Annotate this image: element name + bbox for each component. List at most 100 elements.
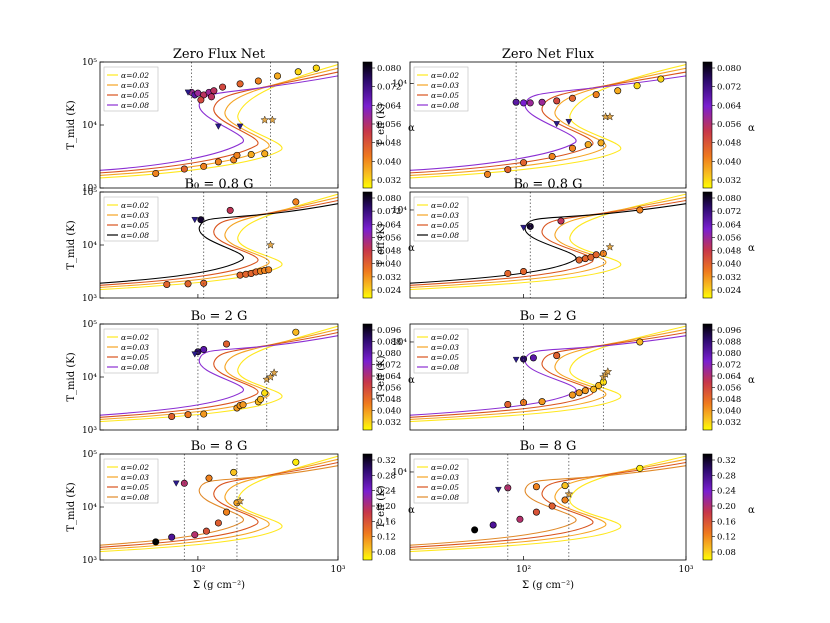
axes-frame	[409, 453, 687, 561]
data-point	[575, 256, 583, 264]
y-axis-label: T_mid (K)	[66, 100, 77, 149]
colorbar-label: α	[408, 123, 415, 134]
curve-alpha-2	[410, 331, 686, 418]
data-point	[292, 328, 300, 336]
colorbar-tick-label: 0.080	[717, 194, 741, 204]
legend-label: α=0.08	[431, 493, 459, 502]
legend-label: α=0.05	[121, 483, 149, 492]
curves	[100, 193, 338, 291]
colorbar-tick-label: 0.024	[717, 286, 741, 296]
colorbar-tick-label: 0.040	[377, 157, 401, 167]
colorbar	[702, 453, 713, 561]
colorbar-tick-label: 0.20	[717, 502, 736, 512]
data-point	[197, 96, 205, 104]
data-point	[597, 139, 605, 147]
data-point	[247, 151, 255, 159]
colorbar-tick-label: 0.032	[377, 418, 401, 428]
triangle-marker	[495, 486, 502, 494]
data-point	[532, 508, 540, 516]
colorbar-tick-label: 0.088	[377, 338, 401, 348]
data-point	[210, 87, 218, 95]
data-point	[194, 89, 202, 97]
data-point	[520, 159, 528, 167]
panel-right-4: B₀ = 8 G 10² 10³ 10⁴ α=0.02α=0.03α=0.05α=0.0…	[376, 439, 755, 591]
data-point	[202, 527, 210, 535]
panel-right-3: B₀ = 2 G 10⁴ α=0.02α=0.03α=0.05α=0.08 0.096…	[376, 309, 755, 431]
colorbar-tick-label: 0.072	[377, 361, 401, 371]
y-axis-label: T_eff (K)	[376, 485, 387, 528]
y-axis-label: T_mid (K)	[66, 482, 77, 531]
y-tick-label: 10³	[82, 426, 97, 436]
panel-title: B₀ = 8 G	[520, 439, 577, 454]
colorbar-tick-label: 0.080	[377, 194, 401, 204]
curve-alpha-2	[410, 199, 686, 286]
colorbar-tick-label: 0.032	[377, 176, 401, 186]
data-point	[168, 533, 176, 541]
colorbar-tick-label: 0.096	[717, 326, 741, 336]
data-point	[504, 484, 512, 492]
axes-frame	[409, 323, 687, 431]
colorbar-tick-label: 0.080	[377, 349, 401, 359]
data-point	[184, 411, 192, 419]
colorbar-tick-label: 0.032	[717, 176, 741, 186]
curves	[410, 63, 686, 179]
legend-label: α=0.03	[121, 473, 149, 482]
star-marker	[603, 367, 613, 376]
data-point	[239, 401, 247, 409]
data-point	[200, 346, 208, 354]
panel-title: B₀ = 8 G	[191, 439, 248, 454]
colorbar-tick-label: 0.040	[717, 260, 741, 270]
colorbar-tick-label: 0.056	[717, 120, 741, 130]
colorbar-tick-label: 0.16	[377, 517, 396, 527]
colorbar-tick-label: 0.040	[717, 407, 741, 417]
data-point	[471, 526, 479, 534]
curve-alpha-0	[410, 325, 686, 423]
data-point	[553, 97, 561, 105]
panel-title: Zero Net Flux	[502, 47, 595, 62]
y-tick-label: 10⁴	[392, 206, 407, 216]
curve-alpha-2	[410, 71, 686, 174]
curve-alpha-3	[100, 465, 338, 546]
y-tick-label: 10⁵	[82, 58, 97, 68]
data-point	[557, 217, 565, 225]
curve-alpha-3	[100, 335, 338, 416]
star-marker	[266, 372, 275, 381]
curve-alpha-1	[100, 196, 338, 288]
colorbar	[702, 61, 713, 189]
colorbar-tick-label: 0.048	[717, 139, 741, 149]
star-marker	[605, 112, 615, 121]
x-tick-label: 10³	[330, 565, 345, 575]
y-tick-label: 10⁴	[82, 373, 97, 383]
star-marker	[605, 242, 615, 251]
y-tick-label: 10⁵	[82, 320, 97, 330]
x-tick-label: 10³	[678, 565, 693, 575]
legend-box	[103, 66, 159, 112]
data-point	[236, 80, 244, 88]
legend-label: α=0.02	[431, 463, 459, 472]
y-tick-label: 10⁴	[392, 79, 407, 89]
colorbar-tick-label: 0.080	[717, 349, 741, 359]
data-point	[657, 75, 665, 83]
colorbar-tick-label: 0.072	[717, 361, 741, 371]
curve-alpha-3	[100, 203, 338, 284]
data-point	[180, 165, 188, 173]
colorbar-label: α	[408, 505, 415, 516]
colorbar-tick-label: 0.032	[717, 273, 741, 283]
curve-alpha-2	[100, 71, 338, 174]
colorbar	[702, 191, 713, 299]
y-tick-label: 10⁴	[392, 338, 407, 348]
legend-label: α=0.03	[121, 211, 149, 220]
data-point	[520, 267, 528, 275]
colorbar-tick-label: 0.048	[377, 139, 401, 149]
legend-label: α=0.02	[121, 71, 149, 80]
colorbar	[362, 323, 373, 431]
data-point	[152, 538, 160, 546]
data-point	[504, 166, 512, 174]
legend-label: α=0.05	[121, 221, 149, 230]
legend-box	[103, 196, 159, 242]
legend-label: α=0.08	[121, 363, 149, 372]
colorbar	[702, 323, 713, 431]
data-point	[592, 91, 600, 99]
colorbar-tick-label: 0.064	[717, 101, 741, 111]
